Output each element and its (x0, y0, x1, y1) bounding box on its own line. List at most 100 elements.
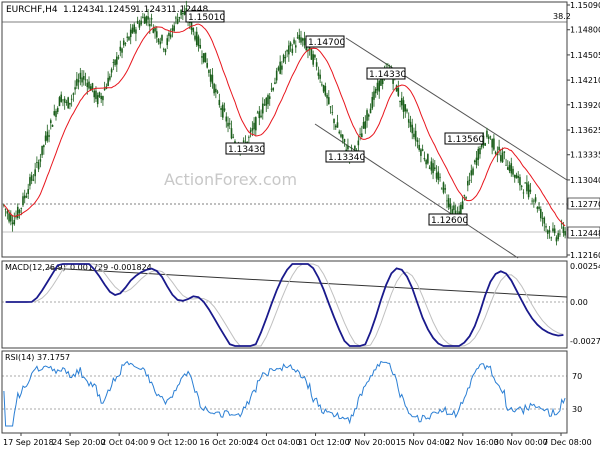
ohlc-open: 1.12434 (63, 5, 100, 15)
candle-body (294, 45, 297, 48)
candle-body (494, 151, 497, 154)
candle-body (223, 108, 226, 111)
candle-body (201, 56, 203, 58)
candle-body (267, 95, 269, 105)
candle-body (4, 208, 7, 210)
candle-body (140, 20, 142, 25)
candle-body (258, 111, 261, 119)
callout-12600-label: 1.12600 (431, 216, 468, 226)
candle-body (437, 171, 440, 180)
candle-body (486, 130, 488, 138)
candle-body (538, 206, 540, 209)
candle-body (275, 70, 278, 81)
candle-body (517, 175, 520, 178)
candle-body (79, 72, 82, 79)
ohlc-high: 1.12459 (99, 5, 136, 15)
candle-body (560, 223, 563, 225)
time-tick-label: 7 Nov 20:00 (347, 438, 396, 447)
ohlc-low: 1.12431 (135, 5, 172, 15)
candle-body (533, 200, 535, 202)
time-tick-label: 22 Nov 16:00 (445, 438, 499, 447)
candle-body (32, 179, 35, 181)
candle-body (117, 57, 120, 59)
candle-body (110, 69, 113, 73)
candle-body (473, 160, 476, 163)
candle-body (500, 155, 502, 162)
candle-body (434, 167, 436, 170)
candle-body (195, 31, 198, 46)
candle-body (20, 208, 23, 209)
candle-body (503, 151, 506, 153)
candle-body (508, 165, 511, 172)
candle-body (413, 133, 415, 138)
candle-body (222, 104, 224, 118)
candle-body (534, 197, 537, 202)
candle-body (103, 88, 106, 91)
candle-body (253, 122, 255, 130)
candle-body (166, 38, 169, 46)
candle-body (380, 78, 382, 86)
candle-body (296, 37, 299, 39)
candle-body (520, 185, 523, 187)
candle-body (501, 152, 504, 163)
candle-body (216, 91, 219, 93)
macd-label: MACD(12,26,9) (5, 263, 66, 272)
candle-body (251, 128, 254, 131)
candle-body (145, 16, 148, 24)
candle-body (69, 102, 71, 105)
callout-13340: 1.13340 (325, 150, 365, 163)
candle-body (242, 140, 245, 142)
candle-body (22, 196, 24, 206)
candle-body (149, 24, 151, 27)
candle-body (512, 168, 514, 175)
rsi-tick-70: 70 (572, 372, 582, 381)
candle-body (446, 200, 448, 202)
candle-body (406, 109, 408, 112)
candle-body (284, 56, 287, 59)
candle-body (274, 82, 276, 85)
candle-body (449, 203, 452, 209)
candle-body (540, 209, 542, 219)
candle-body (552, 228, 554, 232)
callout-15010-label: 1.15010 (188, 13, 225, 23)
candle-body (25, 196, 28, 198)
candle-body (310, 48, 313, 60)
candle-body (291, 48, 294, 54)
candle-body (173, 25, 175, 31)
candle-body (268, 96, 271, 99)
candle-body (545, 226, 547, 228)
candle-body (211, 74, 214, 84)
candle-body (260, 115, 262, 118)
candle-body (124, 43, 127, 44)
candle-body (371, 96, 374, 109)
candle-body (397, 87, 400, 96)
candle-body (324, 86, 327, 96)
candle-body (430, 161, 433, 171)
time-tick-label: 24 Oct 04:00 (248, 438, 300, 447)
candle-body (513, 174, 516, 178)
candle-body (161, 35, 163, 41)
candle-body (194, 35, 196, 40)
candle-body (116, 56, 118, 65)
candle-body (76, 78, 78, 86)
candle-body (249, 130, 252, 133)
candle-body (467, 180, 469, 186)
candle-body (39, 159, 42, 162)
candle-body (277, 67, 280, 71)
candle-body (37, 162, 40, 170)
candle-body (234, 141, 236, 143)
candle-body (404, 104, 407, 112)
candle-body (522, 192, 525, 194)
candle-body (60, 94, 63, 102)
candle-body (215, 88, 217, 93)
candle-body (208, 69, 210, 73)
candle-body (197, 36, 200, 47)
candle-body (463, 194, 466, 196)
candle-body (44, 135, 47, 142)
candle-body (135, 29, 137, 34)
candle-body (114, 59, 116, 66)
candle-body (126, 36, 129, 38)
candle-body (407, 119, 410, 123)
candle-body (479, 147, 481, 155)
candle-body (43, 145, 45, 148)
